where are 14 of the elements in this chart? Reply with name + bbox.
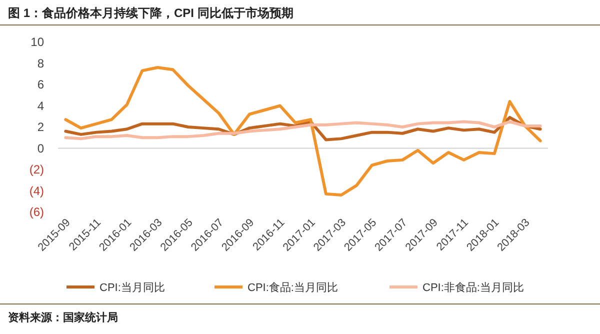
legend-label: CPI:食品:当月同比 [248, 281, 338, 294]
y-tick-label: 8 [37, 56, 44, 70]
y-tick-label: (4) [29, 184, 44, 198]
title: 图 1：食品价格本月持续下降，CPI 同比低于市场预期 [8, 6, 294, 20]
y-tick-label: 2 [37, 120, 44, 134]
y-tick-label: (6) [29, 205, 44, 219]
legend-label: CPI:非食品:当月同比 [422, 281, 524, 294]
y-tick-label: 4 [37, 98, 44, 113]
legend-label: CPI:当月同比 [100, 281, 165, 294]
y-tick-label: 0 [37, 141, 44, 156]
text: 资料来源：国家统计局 [8, 311, 118, 324]
y-tick-label: 10 [30, 35, 44, 49]
y-tick-label: (2) [29, 162, 44, 176]
y-tick-label: 6 [37, 78, 44, 92]
